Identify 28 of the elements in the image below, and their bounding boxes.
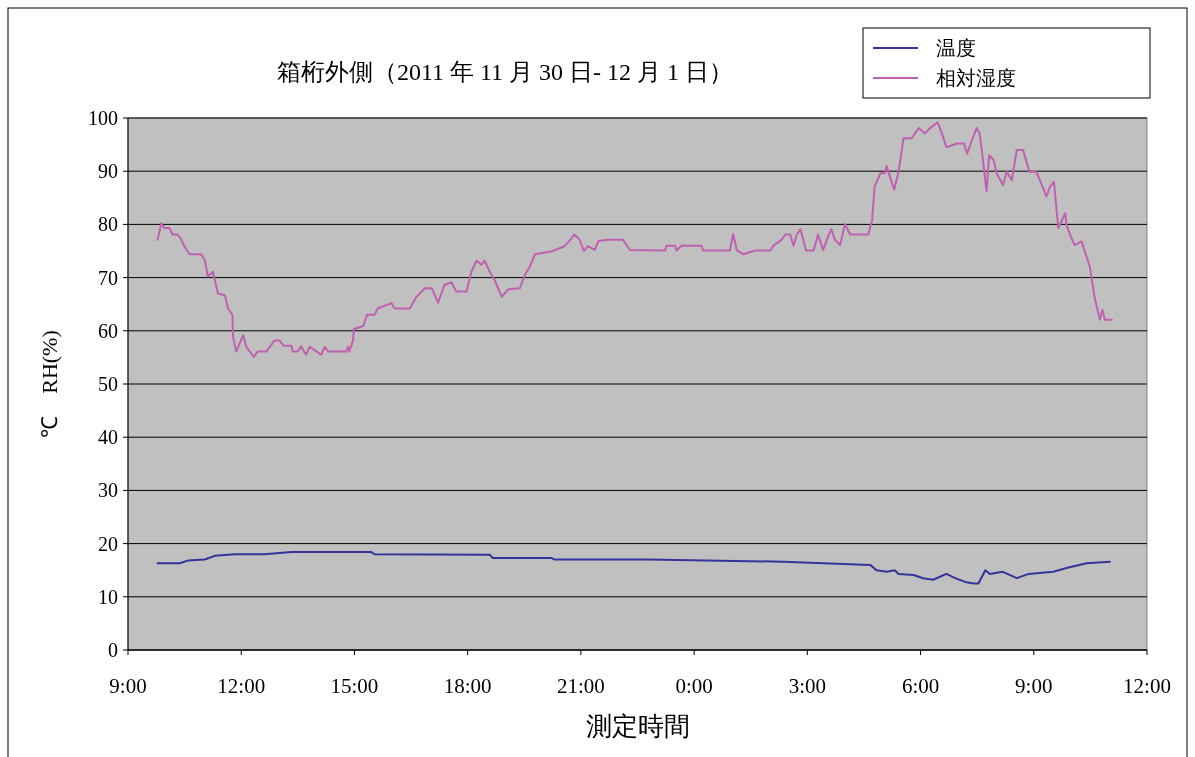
x-tick-label: 9:00 bbox=[1015, 674, 1053, 698]
x-tick-label: 0:00 bbox=[675, 674, 713, 698]
x-tick-label: 15:00 bbox=[330, 674, 379, 698]
x-tick-label: 3:00 bbox=[788, 674, 827, 698]
y-tick-label: 60 bbox=[98, 319, 118, 342]
line-series bbox=[156, 121, 1113, 358]
y-tick-label: 70 bbox=[98, 266, 118, 289]
x-tick-label: 12:00 bbox=[1123, 674, 1171, 698]
x-tick-label: 21:00 bbox=[556, 674, 605, 698]
x-tick-label: 9:00 bbox=[109, 674, 147, 698]
x-tick-label: 18:00 bbox=[443, 674, 492, 698]
line-series bbox=[156, 551, 1111, 585]
y-tick-label: 40 bbox=[98, 426, 118, 449]
legend-label: 相対湿度 bbox=[936, 67, 1016, 89]
chart-title: 箱桁外側（2011 年 11 月 30 日- 12 月 1 日） bbox=[276, 59, 734, 85]
y-tick-label: 100 bbox=[88, 107, 118, 129]
y-tick-label: 50 bbox=[98, 373, 118, 395]
x-tick-label: 12:00 bbox=[217, 674, 266, 698]
y-tick-label: 20 bbox=[98, 532, 118, 555]
y-tick-label: 80 bbox=[98, 213, 118, 236]
y-tick-label: 90 bbox=[98, 160, 118, 183]
x-tick-label: 6:00 bbox=[901, 674, 940, 698]
x-axis-title: 測定時間 bbox=[585, 712, 690, 741]
y-axis-title: ℃ RH(%) bbox=[37, 330, 62, 438]
y-tick-label: 0 bbox=[108, 639, 118, 661]
legend-label: 温度 bbox=[936, 37, 976, 59]
y-tick-label: 10 bbox=[98, 585, 118, 608]
y-tick-label: 30 bbox=[98, 479, 118, 502]
